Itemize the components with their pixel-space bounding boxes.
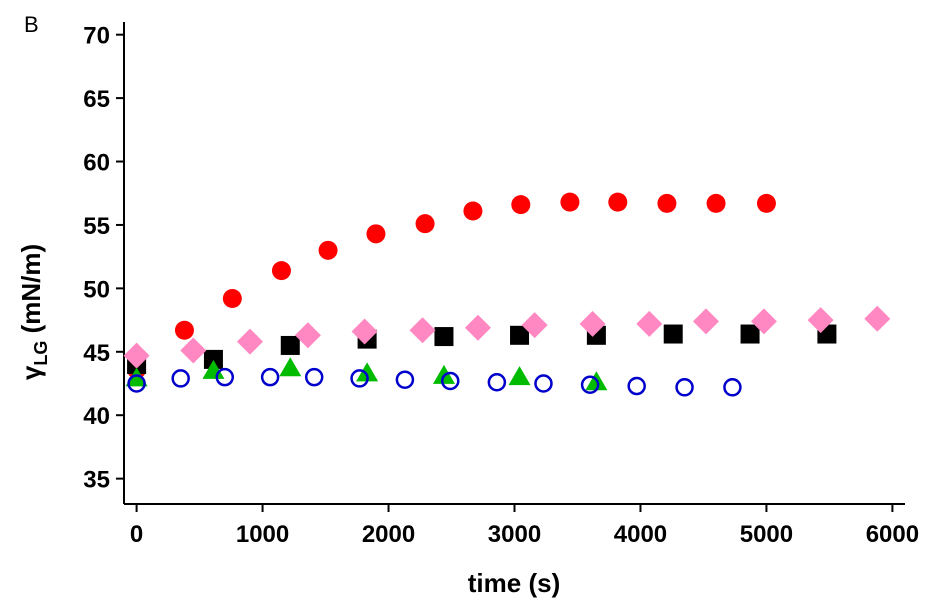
open-circle-marker xyxy=(304,367,324,387)
y-tick-label: 55 xyxy=(83,213,110,240)
circle-marker xyxy=(463,201,483,221)
x-tick-label: 5000 xyxy=(740,521,793,548)
circle-marker xyxy=(222,289,242,309)
diamond-marker xyxy=(579,310,606,337)
open-circle-marker xyxy=(534,374,553,393)
diamond-marker xyxy=(409,317,436,344)
square-marker xyxy=(280,335,300,355)
x-tick-label: 4000 xyxy=(614,521,667,548)
diamond-marker xyxy=(180,337,207,364)
triangle-marker xyxy=(356,362,379,382)
open-circle-marker xyxy=(171,369,190,388)
y-ticks: 35 40 45 50 55 60 65 70 xyxy=(83,23,124,494)
diamond-marker xyxy=(351,318,378,345)
y-axis-title-unit: (mN/m) xyxy=(16,244,46,341)
diamond-marker xyxy=(236,328,263,355)
panel-label: B xyxy=(24,12,39,37)
open-circle-marker xyxy=(723,378,742,397)
triangle-marker xyxy=(508,366,531,386)
series-3 xyxy=(123,305,891,369)
y-tick-label: 65 xyxy=(83,86,110,113)
open-circle-marker xyxy=(395,370,415,389)
series-5 xyxy=(127,367,742,397)
circle-marker xyxy=(706,193,726,213)
data-markers xyxy=(123,192,891,397)
diamond-marker xyxy=(521,312,548,339)
square-marker xyxy=(434,327,454,347)
circle-marker xyxy=(271,261,291,281)
open-circle-marker xyxy=(260,367,280,387)
square-marker xyxy=(663,324,683,344)
x-tick-label: 6000 xyxy=(866,521,919,548)
x-tick-label: 0 xyxy=(130,521,143,548)
diamond-marker xyxy=(750,308,777,335)
circle-marker xyxy=(511,195,531,215)
circle-marker xyxy=(415,214,435,234)
series-4 xyxy=(125,357,608,391)
open-circle-marker xyxy=(627,376,646,396)
diamond-marker xyxy=(692,308,719,335)
y-tick-label: 45 xyxy=(83,340,110,367)
circle-marker xyxy=(174,320,194,340)
open-circle-marker xyxy=(675,378,694,397)
square-marker xyxy=(740,324,760,344)
series-1 xyxy=(127,192,776,380)
diamond-marker xyxy=(636,310,663,337)
open-circle-marker xyxy=(487,372,507,392)
diamond-marker xyxy=(864,305,891,332)
diamond-marker xyxy=(123,342,150,369)
circle-marker xyxy=(318,240,338,260)
open-circle-marker xyxy=(441,371,460,391)
square-marker xyxy=(510,325,530,345)
y-tick-label: 35 xyxy=(83,467,110,494)
circle-marker xyxy=(756,193,776,213)
x-tick-label: 2000 xyxy=(362,521,415,548)
diamond-marker xyxy=(294,322,321,349)
circle-marker xyxy=(560,192,580,212)
y-tick-label: 40 xyxy=(83,403,110,430)
axes xyxy=(123,22,905,505)
y-axis-title-subscript: LG xyxy=(31,341,51,366)
y-tick-label: 50 xyxy=(83,276,110,303)
open-circle-marker xyxy=(580,375,600,395)
y-axis-title: γLG (mN/m) xyxy=(16,244,51,380)
y-tick-label: 60 xyxy=(83,150,110,177)
x-tick-label: 3000 xyxy=(488,521,541,548)
diamond-marker xyxy=(807,307,834,334)
square-marker xyxy=(203,349,223,369)
circle-marker xyxy=(657,193,677,213)
x-tick-label: 1000 xyxy=(236,521,289,548)
circle-marker xyxy=(608,192,628,212)
x-axis-title: time (s) xyxy=(468,568,560,598)
y-axis-title-symbol: γ xyxy=(16,365,46,380)
open-circle-marker xyxy=(127,374,146,393)
triangle-marker xyxy=(125,367,148,387)
open-circle-marker xyxy=(215,367,235,387)
y-tick-label: 70 xyxy=(83,23,110,50)
open-circle-marker xyxy=(350,369,369,388)
x-ticks: 0 1000 2000 3000 4000 5000 6000 xyxy=(130,504,919,548)
circle-marker xyxy=(366,224,386,244)
diamond-marker xyxy=(464,314,491,341)
triangle-marker xyxy=(202,359,225,379)
triangle-marker xyxy=(279,357,302,377)
